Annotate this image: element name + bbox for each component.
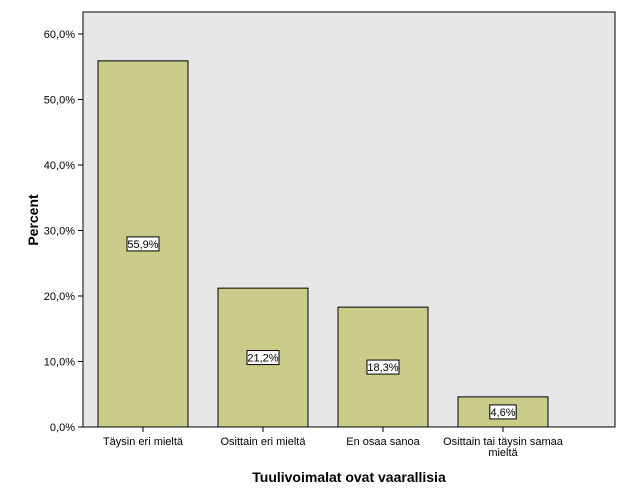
data-label-box: [366, 359, 400, 375]
data-label-box: [489, 404, 517, 420]
y-axis: 0,0% 10,0% 20,0% 30,0% 40,0% 50,0% 60,0%: [44, 29, 83, 434]
category-label: Osittain eri mieltä: [221, 436, 307, 448]
y-tick-label: 0,0%: [50, 422, 75, 434]
data-label: 4,6%: [490, 407, 515, 419]
data-label: 18,3%: [367, 362, 398, 374]
y-tick-label: 10,0%: [44, 357, 75, 369]
y-tick-label: 50,0%: [44, 95, 75, 107]
data-label-box: [126, 236, 160, 252]
y-tick-label: 20,0%: [44, 291, 75, 303]
category-label: Osittain tai täysin samaa: [443, 436, 564, 448]
data-label-box: [246, 350, 280, 366]
y-tick-label: 60,0%: [44, 29, 75, 41]
category-label: mieltä: [488, 447, 518, 459]
data-label: 21,2%: [247, 353, 278, 365]
category-label: En osaa sanoa: [346, 436, 420, 448]
y-tick-label: 40,0%: [44, 160, 75, 172]
bars: 55,9% 21,2% 18,3% 4,6%: [97, 60, 549, 428]
y-axis-title: Percent: [25, 194, 41, 246]
y-tick-label: 30,0%: [44, 226, 75, 238]
category-label: Täysin eri mieltä: [103, 436, 184, 448]
x-axis: Täysin eri mieltä Osittain eri mieltä En o…: [103, 427, 564, 459]
x-axis-title: Tuulivoimalat ovat vaarallisia: [252, 469, 446, 485]
data-label: 55,9%: [127, 239, 158, 251]
